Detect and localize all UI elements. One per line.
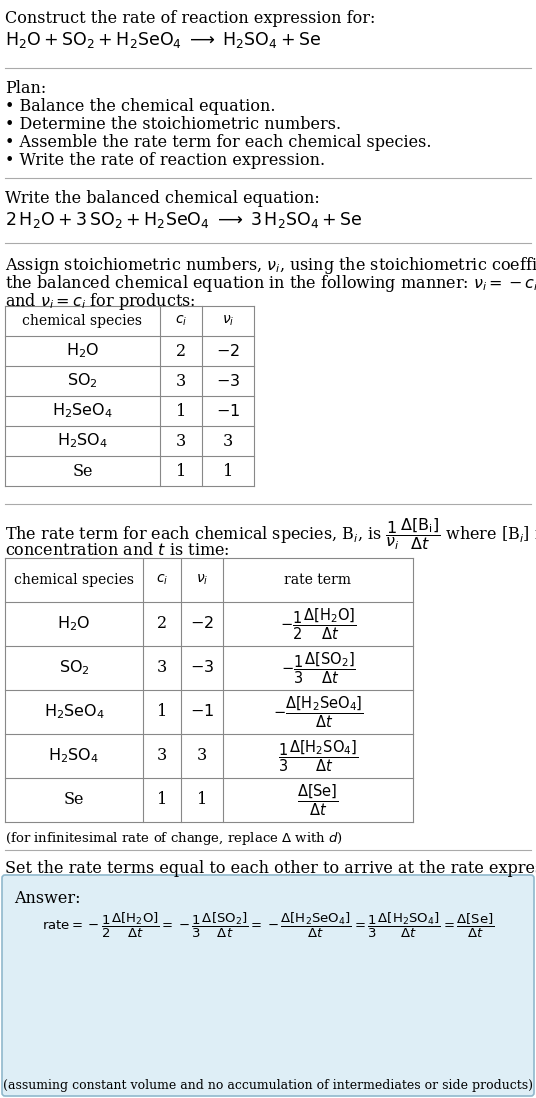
Text: 3: 3 — [176, 372, 186, 390]
Text: The rate term for each chemical species, B$_i$, is $\dfrac{1}{\nu_i}\dfrac{\Delt: The rate term for each chemical species,… — [5, 516, 536, 552]
Text: $\dfrac{\Delta[\mathrm{Se}]}{\Delta t}$: $\dfrac{\Delta[\mathrm{Se}]}{\Delta t}$ — [297, 782, 339, 818]
Text: 3: 3 — [157, 748, 167, 764]
Text: $-\dfrac{1}{3}\dfrac{\Delta[\mathrm{SO_2}]}{\Delta t}$: $-\dfrac{1}{3}\dfrac{\Delta[\mathrm{SO_2… — [281, 650, 355, 686]
Text: $-3$: $-3$ — [216, 372, 240, 390]
Text: $\mathrm{rate} = -\dfrac{1}{2}\dfrac{\Delta[\mathrm{H_2O}]}{\Delta t} = -\dfrac{: $\mathrm{rate} = -\dfrac{1}{2}\dfrac{\De… — [42, 910, 494, 940]
Text: rate term: rate term — [285, 573, 352, 587]
Text: $\mathrm{H_2SeO_4}$: $\mathrm{H_2SeO_4}$ — [52, 402, 113, 421]
Text: 1: 1 — [176, 462, 186, 480]
Text: 1: 1 — [157, 704, 167, 720]
Text: $\mathrm{H_2O}$: $\mathrm{H_2O}$ — [66, 341, 99, 360]
Text: $-1$: $-1$ — [216, 403, 240, 419]
Text: $c_i$: $c_i$ — [156, 573, 168, 587]
Text: • Assemble the rate term for each chemical species.: • Assemble the rate term for each chemic… — [5, 134, 431, 152]
Text: 1: 1 — [176, 403, 186, 419]
Text: $\mathrm{H_2SO_4}$: $\mathrm{H_2SO_4}$ — [48, 747, 100, 765]
Text: Se: Se — [72, 462, 93, 480]
Text: Assign stoichiometric numbers, $\nu_i$, using the stoichiometric coefficients, $: Assign stoichiometric numbers, $\nu_i$, … — [5, 255, 536, 276]
Text: Write the balanced chemical equation:: Write the balanced chemical equation: — [5, 190, 320, 208]
Text: $-\dfrac{1}{2}\dfrac{\Delta[\mathrm{H_2O}]}{\Delta t}$: $-\dfrac{1}{2}\dfrac{\Delta[\mathrm{H_2O… — [280, 606, 356, 641]
Text: 3: 3 — [176, 433, 186, 449]
Text: $-3$: $-3$ — [190, 660, 214, 676]
Text: $\mathrm{H_2SeO_4}$: $\mathrm{H_2SeO_4}$ — [43, 703, 105, 721]
Text: 3: 3 — [157, 660, 167, 676]
Text: concentration and $t$ is time:: concentration and $t$ is time: — [5, 542, 230, 559]
Text: $\mathrm{SO_2}$: $\mathrm{SO_2}$ — [67, 371, 98, 391]
Text: 2: 2 — [157, 616, 167, 632]
Text: the balanced chemical equation in the following manner: $\nu_i = -c_i$ for react: the balanced chemical equation in the fo… — [5, 273, 536, 294]
Text: • Write the rate of reaction expression.: • Write the rate of reaction expression. — [5, 152, 325, 169]
Text: Answer:: Answer: — [14, 890, 80, 907]
Text: chemical species: chemical species — [14, 573, 134, 587]
Text: $\mathrm{H_2O + SO_2 + H_2SeO_4 \;\longrightarrow\; H_2SO_4 + Se}$: $\mathrm{H_2O + SO_2 + H_2SeO_4 \;\longr… — [5, 30, 321, 51]
Text: Set the rate terms equal to each other to arrive at the rate expression:: Set the rate terms equal to each other t… — [5, 860, 536, 877]
Text: (for infinitesimal rate of change, replace $\Delta$ with $d$): (for infinitesimal rate of change, repla… — [5, 830, 343, 847]
Text: chemical species: chemical species — [23, 314, 143, 328]
Text: $-2$: $-2$ — [216, 343, 240, 359]
Text: Construct the rate of reaction expression for:: Construct the rate of reaction expressio… — [5, 10, 375, 27]
Text: $\nu_i$: $\nu_i$ — [222, 314, 234, 328]
Text: $\mathrm{H_2SO_4}$: $\mathrm{H_2SO_4}$ — [57, 432, 108, 450]
Text: $\mathrm{2\,H_2O + 3\,SO_2 + H_2SeO_4 \;\longrightarrow\; 3\,H_2SO_4 + Se}$: $\mathrm{2\,H_2O + 3\,SO_2 + H_2SeO_4 \;… — [5, 210, 363, 229]
Text: 1: 1 — [223, 462, 233, 480]
Text: • Determine the stoichiometric numbers.: • Determine the stoichiometric numbers. — [5, 116, 341, 133]
Text: Plan:: Plan: — [5, 80, 46, 97]
Text: 3: 3 — [197, 748, 207, 764]
Text: (assuming constant volume and no accumulation of intermediates or side products): (assuming constant volume and no accumul… — [3, 1079, 533, 1093]
Text: 3: 3 — [223, 433, 233, 449]
Text: • Balance the chemical equation.: • Balance the chemical equation. — [5, 98, 276, 115]
Text: $-1$: $-1$ — [190, 704, 214, 720]
Text: 1: 1 — [157, 792, 167, 808]
Text: $\mathrm{SO_2}$: $\mathrm{SO_2}$ — [58, 659, 90, 677]
Text: 2: 2 — [176, 343, 186, 359]
Text: $\nu_i$: $\nu_i$ — [196, 573, 208, 587]
Text: $c_i$: $c_i$ — [175, 314, 187, 328]
FancyBboxPatch shape — [2, 875, 534, 1096]
Text: $\dfrac{1}{3}\dfrac{\Delta[\mathrm{H_2SO_4}]}{\Delta t}$: $\dfrac{1}{3}\dfrac{\Delta[\mathrm{H_2SO… — [278, 738, 358, 774]
Text: $-2$: $-2$ — [190, 616, 214, 632]
Text: 1: 1 — [197, 792, 207, 808]
Text: and $\nu_i = c_i$ for products:: and $\nu_i = c_i$ for products: — [5, 291, 196, 312]
Text: $\mathrm{H_2O}$: $\mathrm{H_2O}$ — [57, 615, 91, 634]
Text: Se: Se — [64, 792, 84, 808]
Text: $-\dfrac{\Delta[\mathrm{H_2SeO_4}]}{\Delta t}$: $-\dfrac{\Delta[\mathrm{H_2SeO_4}]}{\Del… — [273, 694, 363, 730]
